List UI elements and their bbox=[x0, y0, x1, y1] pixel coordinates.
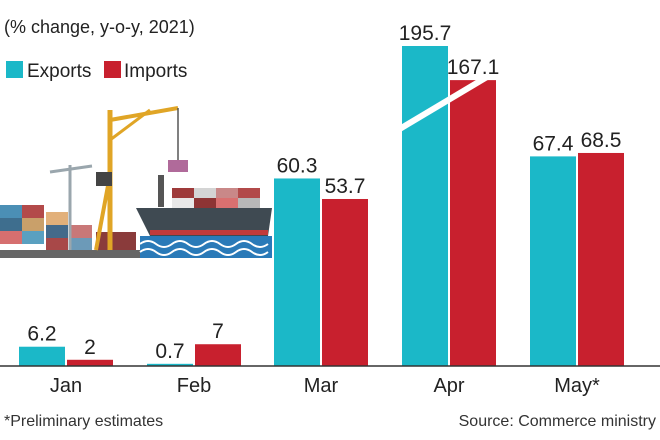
legend: Exports Imports bbox=[6, 61, 187, 82]
value-label-exports-jan: 6.2 bbox=[27, 323, 56, 346]
bar-imports-may bbox=[578, 152, 624, 366]
legend-label-exports: Exports bbox=[27, 61, 91, 82]
bar-imports-feb bbox=[195, 344, 241, 366]
value-label-imports-may: 68.5 bbox=[581, 129, 622, 152]
source-note: Source: Commerce ministry bbox=[459, 413, 656, 430]
bar-exports-jan bbox=[19, 346, 65, 366]
value-label-exports-apr: 195.7 bbox=[399, 22, 452, 45]
category-labels-layer: Jan Feb Mar Apr May* bbox=[50, 375, 600, 397]
crane-icon bbox=[49, 106, 188, 251]
bar-imports-apr bbox=[450, 80, 496, 366]
value-labels-layer: 6.2 2 0.7 7 60.3 53.7 195.7 167.1 67.4 68.5 bbox=[27, 22, 621, 363]
value-label-exports-may: 67.4 bbox=[533, 132, 574, 155]
port-illustration bbox=[0, 106, 272, 258]
category-label-jan: Jan bbox=[50, 375, 82, 397]
legend-swatch-exports bbox=[6, 61, 23, 78]
bar-imports-mar bbox=[322, 198, 368, 366]
ship-icon bbox=[136, 175, 272, 236]
chart-subtitle: (% change, y-o-y, 2021) bbox=[4, 17, 195, 37]
value-label-exports-mar: 60.3 bbox=[277, 154, 318, 177]
axis-break-mark bbox=[396, 65, 504, 133]
value-label-imports-jan: 2 bbox=[84, 336, 96, 359]
value-label-imports-apr: 167.1 bbox=[447, 56, 500, 79]
bar-exports-feb bbox=[147, 363, 193, 366]
waves-icon bbox=[139, 236, 272, 258]
legend-swatch-imports bbox=[104, 61, 121, 78]
legend-label-imports: Imports bbox=[124, 61, 187, 82]
bar-imports-jan bbox=[67, 359, 113, 366]
value-label-exports-feb: 0.7 bbox=[155, 340, 184, 363]
bars-layer bbox=[19, 46, 624, 366]
container-stack-icon bbox=[0, 205, 136, 250]
category-label-apr: Apr bbox=[433, 375, 464, 397]
bar-exports-mar bbox=[274, 178, 320, 366]
bar-exports-apr bbox=[402, 46, 448, 366]
category-label-may: May* bbox=[554, 375, 600, 397]
value-label-imports-feb: 7 bbox=[212, 320, 224, 343]
bar-exports-may bbox=[530, 156, 576, 366]
footnote: *Preliminary estimates bbox=[4, 413, 163, 430]
category-label-feb: Feb bbox=[177, 375, 211, 397]
value-label-imports-mar: 53.7 bbox=[325, 175, 366, 198]
category-label-mar: Mar bbox=[304, 375, 339, 397]
